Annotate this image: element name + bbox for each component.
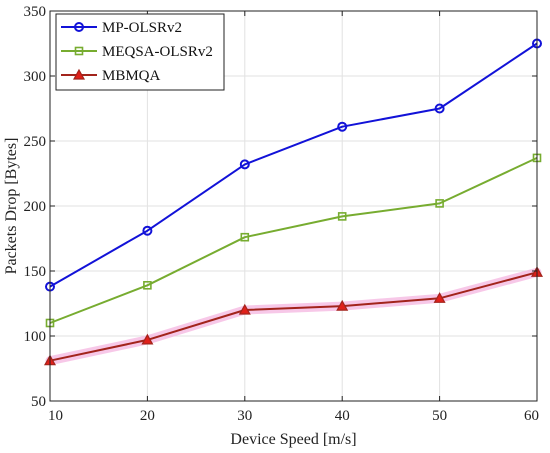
data-point-mbmqa: [141, 333, 154, 345]
series-line-mp-olsrv2: [49, 42, 538, 288]
legend-item-mbmqa: MBMQA: [61, 68, 161, 84]
data-point-mbmqa: [336, 299, 349, 311]
data-point-mp-olsrv2: [337, 121, 348, 132]
data-point-mp-olsrv2: [239, 159, 250, 170]
data-point-meqsa-olsrv2: [240, 232, 250, 242]
data-point-meqsa-olsrv2: [143, 280, 152, 290]
x-tick-label: 10: [48, 408, 63, 424]
x-tick-label: 60: [524, 408, 539, 424]
legend-marker-triangle: [72, 68, 86, 80]
legend-item-mp-olsrv2: MP-OLSRv2: [61, 20, 182, 36]
axis-ticks: 10 20 30 40 50 60 50 100 150 200 250 300 350: [24, 4, 540, 424]
legend: MP-OLSRv2 MEQSA-OLSRv2 MBMQA: [55, 13, 225, 91]
series-line-mbmqa: [49, 271, 538, 362]
grid: [49, 10, 538, 402]
data-point-mp-olsrv2: [142, 225, 153, 236]
data-point-meqsa-olsrv2: [337, 212, 347, 221]
data-point-mbmqa: [433, 292, 446, 303]
x-tick-label: 20: [140, 408, 155, 424]
y-tick-label: 200: [24, 199, 47, 215]
legend-marker-square: [74, 46, 84, 56]
x-tick-label: 50: [432, 408, 447, 424]
legend-label-meqsa-olsrv2: MEQSA-OLSRv2: [102, 44, 213, 60]
y-tick-label: 300: [24, 69, 47, 85]
series-layer: [43, 38, 544, 366]
x-tick-label: 30: [237, 408, 252, 424]
x-axis-title: Device Speed [m/s]: [230, 431, 356, 448]
legend-item-meqsa-olsrv2: MEQSA-OLSRv2: [61, 44, 213, 60]
legend-label-mp-olsrv2: MP-OLSRv2: [102, 20, 182, 36]
y-tick-label: 50: [31, 394, 46, 410]
legend-label-mbmqa: MBMQA: [102, 68, 161, 84]
data-point-mp-olsrv2: [434, 103, 445, 114]
y-tick-label: 150: [24, 264, 47, 280]
series-line-meqsa-olsrv2: [49, 156, 538, 324]
legend-marker-circle: [74, 22, 84, 32]
y-axis-title: Packets Drop [Bytes]: [3, 138, 20, 275]
data-point-mbmqa: [238, 303, 251, 315]
y-tick-label: 100: [24, 329, 47, 345]
data-point-meqsa-olsrv2: [435, 199, 444, 208]
x-tick-label: 40: [335, 408, 350, 424]
y-tick-label: 250: [24, 134, 47, 150]
y-tick-label: 350: [24, 4, 47, 20]
